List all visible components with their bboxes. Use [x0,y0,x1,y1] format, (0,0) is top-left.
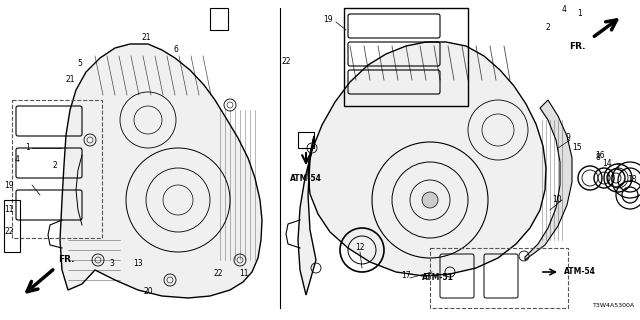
Text: 11: 11 [4,205,13,214]
Text: 1: 1 [578,10,582,19]
Text: 2: 2 [52,161,58,170]
Bar [210,8,228,30]
Bar [298,132,314,148]
Text: 21: 21 [65,76,75,84]
Text: 16: 16 [595,151,605,161]
Text: 4: 4 [15,156,19,164]
Polygon shape [525,100,572,260]
Text: 9: 9 [566,133,570,142]
Text: T3W4A5300A: T3W4A5300A [593,303,635,308]
Text: 13: 13 [133,260,143,268]
Bar [344,8,468,106]
Text: 4: 4 [561,5,566,14]
Text: 14: 14 [602,159,612,169]
Polygon shape [60,44,262,298]
Text: 22: 22 [4,228,13,236]
Circle shape [422,192,438,208]
Text: FR.: FR. [570,42,586,51]
Polygon shape [298,42,546,295]
Bar [430,248,568,308]
Text: ATM-51: ATM-51 [422,274,454,283]
Text: FR.: FR. [58,255,74,264]
Text: 3: 3 [109,260,115,268]
Bar [12,100,102,238]
Text: 8: 8 [596,154,600,163]
Text: 22: 22 [281,58,291,67]
Text: 17: 17 [401,271,411,281]
Text: 21: 21 [141,34,151,43]
Text: 20: 20 [143,287,153,297]
Text: 19: 19 [4,180,14,189]
Text: 10: 10 [552,196,562,204]
Text: 18: 18 [627,175,637,185]
Text: 19: 19 [323,15,333,25]
Text: 7: 7 [616,164,620,172]
Text: 2: 2 [546,23,550,33]
Text: 12: 12 [355,244,365,252]
Text: 5: 5 [77,60,83,68]
Text: ATM-54: ATM-54 [564,268,596,276]
Text: 1: 1 [26,143,30,153]
Text: ATM-54: ATM-54 [290,174,322,183]
Bar [4,200,20,252]
Text: 22: 22 [213,269,223,278]
Text: 6: 6 [173,45,179,54]
Text: 15: 15 [572,143,582,153]
Text: 11: 11 [239,269,249,278]
